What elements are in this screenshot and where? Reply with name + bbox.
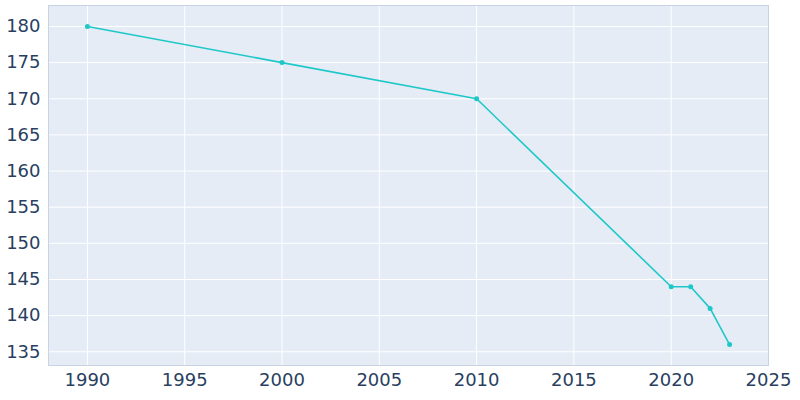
svg-text:140: 140 [6, 304, 40, 325]
svg-text:175: 175 [6, 51, 40, 72]
svg-text:2000: 2000 [259, 369, 305, 390]
svg-text:135: 135 [6, 341, 40, 362]
svg-text:180: 180 [6, 15, 40, 36]
svg-text:155: 155 [6, 196, 40, 217]
svg-text:2010: 2010 [454, 369, 500, 390]
svg-text:2025: 2025 [746, 369, 792, 390]
svg-text:2005: 2005 [356, 369, 402, 390]
svg-text:160: 160 [6, 160, 40, 181]
svg-text:165: 165 [6, 124, 40, 145]
svg-text:150: 150 [6, 232, 40, 253]
svg-text:1995: 1995 [162, 369, 208, 390]
svg-text:145: 145 [6, 268, 40, 289]
svg-text:1990: 1990 [65, 369, 111, 390]
svg-text:2015: 2015 [551, 369, 597, 390]
svg-text:2020: 2020 [648, 369, 694, 390]
svg-text:170: 170 [6, 88, 40, 109]
